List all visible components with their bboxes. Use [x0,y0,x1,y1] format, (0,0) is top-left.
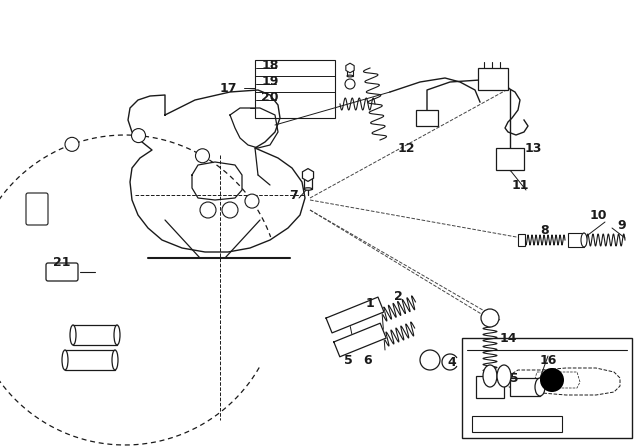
Bar [304,175,312,189]
Bar [472,416,562,432]
Text: 21: 21 [53,255,71,268]
Text: 15: 15 [501,371,519,384]
Text: 8: 8 [541,224,549,237]
Bar [73,325,117,345]
Text: 19: 19 [261,74,278,87]
FancyBboxPatch shape [46,263,78,281]
Text: 9: 9 [618,219,627,232]
Ellipse shape [497,365,511,387]
Ellipse shape [347,75,353,77]
FancyBboxPatch shape [496,148,524,170]
Bar [65,350,115,370]
Circle shape [245,194,259,208]
Text: 0007C652: 0007C652 [492,419,542,428]
Bar [518,234,525,246]
FancyBboxPatch shape [478,68,508,90]
Ellipse shape [62,350,68,370]
Ellipse shape [114,325,120,345]
Text: 7: 7 [290,189,298,202]
Circle shape [65,138,79,151]
Text: 3: 3 [428,356,436,369]
Ellipse shape [304,188,312,190]
Text: 12: 12 [397,142,415,155]
Text: 16: 16 [540,353,557,366]
Text: 18: 18 [261,59,278,72]
Ellipse shape [70,325,76,345]
Bar [347,68,353,76]
Text: 6: 6 [364,353,372,366]
Polygon shape [326,297,384,333]
Circle shape [540,368,564,392]
Text: 11: 11 [511,178,529,191]
Circle shape [195,149,209,163]
Ellipse shape [347,67,353,69]
Circle shape [131,129,145,142]
Polygon shape [334,323,386,357]
Text: 17: 17 [220,82,237,95]
Bar [462,338,632,438]
Circle shape [345,79,355,89]
Circle shape [481,309,499,327]
Text: 1: 1 [365,297,374,310]
Bar [255,60,335,118]
Text: 13: 13 [524,142,541,155]
FancyBboxPatch shape [26,193,48,225]
Ellipse shape [304,174,312,176]
Bar [510,378,540,396]
Text: 4: 4 [447,356,456,369]
Text: 10: 10 [589,208,607,221]
Ellipse shape [483,365,497,387]
Text: 5: 5 [344,353,353,366]
FancyBboxPatch shape [416,110,438,126]
Bar [568,233,584,247]
Circle shape [420,350,440,370]
Ellipse shape [581,233,587,247]
Text: 14: 14 [499,332,516,345]
Circle shape [222,202,238,218]
Ellipse shape [535,378,545,396]
Text: 2: 2 [394,289,403,302]
Bar [476,376,504,398]
Ellipse shape [112,350,118,370]
Text: 20: 20 [261,90,279,103]
Circle shape [200,202,216,218]
